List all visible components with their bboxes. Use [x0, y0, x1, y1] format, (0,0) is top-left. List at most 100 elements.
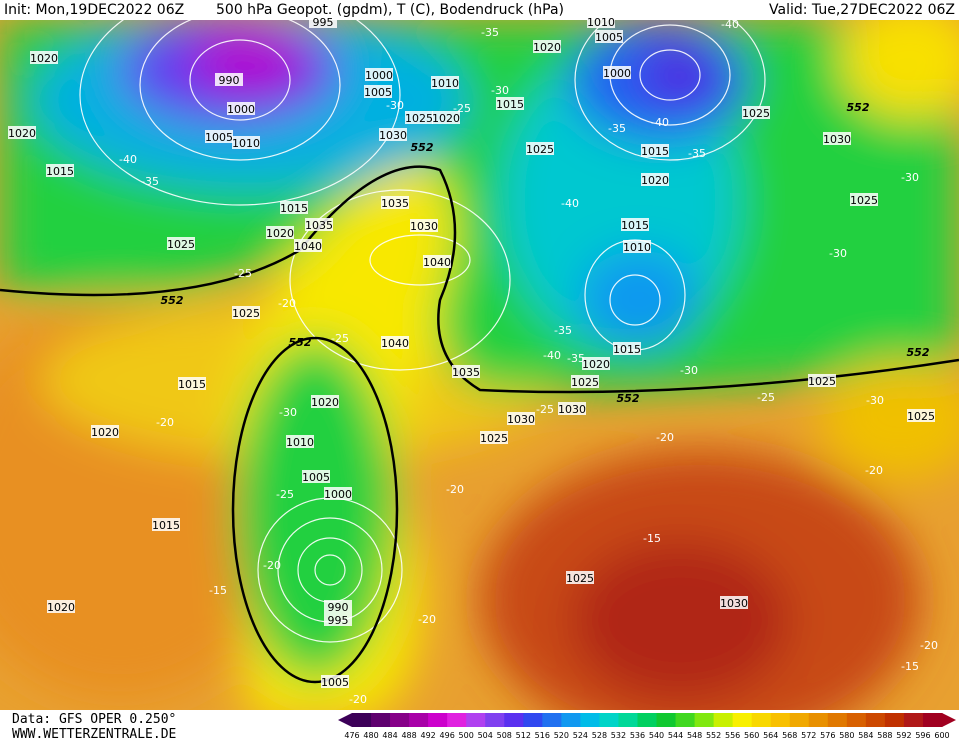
temperature-label: -20 — [349, 693, 367, 706]
temperature-label: -25 — [536, 403, 554, 416]
pressure-label: 1020 — [533, 41, 561, 54]
pressure-label: 1010 — [232, 137, 260, 150]
colorbar-bin — [618, 713, 638, 727]
pressure-label: 1005 — [595, 31, 623, 44]
pressure-label: 995 — [313, 16, 334, 29]
pressure-label-bg — [720, 596, 748, 609]
pressure-label: 1010 — [587, 16, 615, 29]
pressure-label: 1020 — [30, 52, 58, 65]
pressure-label-bg — [432, 111, 460, 124]
colorbar-tick-label: 492 — [420, 731, 435, 740]
colorbar-tick-label: 500 — [459, 731, 474, 740]
temperature-label: -40 — [119, 153, 137, 166]
temperature-label: -25 — [453, 102, 471, 115]
pressure-label-bg — [324, 600, 352, 613]
colorbar-bin — [542, 713, 562, 727]
colorbar-bin — [808, 713, 829, 727]
colorbar-tick-label: 524 — [573, 731, 588, 740]
temperature-label: -30 — [866, 394, 884, 407]
colorbar-bin — [409, 713, 429, 727]
pressure-label-bg — [423, 255, 451, 268]
pressure-label-bg — [280, 201, 308, 214]
colorbar-bin — [789, 713, 810, 727]
temperature-label: -20 — [156, 416, 174, 429]
pressure-label: 1000 — [227, 103, 255, 116]
pressure-label: 990 — [328, 601, 349, 614]
pressure-label-bg — [623, 240, 651, 253]
pressure-label-bg — [302, 470, 330, 483]
colorbar-tick-label: 476 — [344, 731, 359, 740]
pressure-label: 1005 — [205, 131, 233, 144]
pressure-label: 1000 — [365, 69, 393, 82]
pressure-label-bg — [152, 518, 180, 531]
temperature-label: -35 — [608, 122, 626, 135]
pressure-label: 1030 — [558, 403, 586, 416]
colorbar-bin — [485, 713, 505, 727]
colorbar-tick-label: 520 — [554, 731, 569, 740]
pressure-label: 1020 — [266, 227, 294, 240]
colorbar-bin — [447, 713, 467, 727]
pressure-label: 1020 — [311, 396, 339, 409]
pressure-label: 1000 — [324, 488, 352, 501]
colorbar-tick-label: 508 — [497, 731, 512, 740]
pressure-label: 1025 — [526, 143, 554, 156]
colorbar-tick-label: 592 — [896, 731, 911, 740]
pressure-label-bg — [587, 15, 615, 28]
colorbar-tick-label: 528 — [592, 731, 607, 740]
pressure-label-bg — [566, 571, 594, 584]
pressure-label-bg — [641, 144, 669, 157]
colorbar-tick-label: 516 — [535, 731, 550, 740]
pressure-label-bg — [405, 111, 433, 124]
contour-label: 552 — [411, 141, 434, 154]
pressure-label-bg — [294, 239, 322, 252]
colorbar-tick-label: 544 — [668, 731, 683, 740]
pressure-label-bg — [46, 164, 74, 177]
colorbar-tick-label: 580 — [839, 731, 854, 740]
pressure-label: 1005 — [364, 86, 392, 99]
pressure-label: 1020 — [91, 426, 119, 439]
pressure-label-bg — [621, 218, 649, 231]
colorbar-bin — [561, 713, 581, 727]
site-url: WWW.WETTERZENTRALE.DE — [12, 727, 176, 741]
pressure-label-bg — [480, 431, 508, 444]
pressure-label-bg — [452, 365, 480, 378]
temperature-label: -20 — [656, 431, 674, 444]
pressure-label: 1010 — [623, 241, 651, 254]
colorbar-bin — [637, 713, 658, 727]
colorbar-bin — [390, 713, 410, 727]
temperature-label: -25 — [234, 267, 252, 280]
temperature-label: -15 — [901, 660, 919, 673]
pressure-label-bg — [47, 600, 75, 613]
pressure-label: 1035 — [381, 197, 409, 210]
pressure-label-bg — [365, 68, 393, 81]
temperature-label: -40 — [543, 349, 561, 362]
temperature-label: -30 — [829, 247, 847, 260]
pressure-label-bg — [603, 66, 631, 79]
colorbar-tick-label: 552 — [706, 731, 721, 740]
pressure-label: 1010 — [431, 77, 459, 90]
colorbar-bin — [903, 713, 924, 727]
pressure-label: 1010 — [286, 436, 314, 449]
colorbar-tick-label: 536 — [630, 731, 645, 740]
colorbar-bin — [466, 713, 486, 727]
colorbar-tick-label: 568 — [782, 731, 797, 740]
pressure-label-bg — [381, 336, 409, 349]
pressure-label: 1015 — [46, 165, 74, 178]
pressure-label: 1015 — [152, 519, 180, 532]
pressure-label-bg — [381, 196, 409, 209]
pressure-label: 1030 — [410, 220, 438, 233]
temperature-label: -20 — [446, 483, 464, 496]
pressure-label: 1035 — [452, 366, 480, 379]
pressure-label-bg — [232, 306, 260, 319]
colorbar-bin — [713, 713, 734, 727]
pressure-label-bg — [808, 374, 836, 387]
colorbar-tick-label: 540 — [649, 731, 664, 740]
valid-label: Valid: Tue,27DEC2022 06Z — [769, 2, 955, 18]
pressure-label: 990 — [219, 74, 240, 87]
temperature-label: -20 — [920, 639, 938, 652]
pressure-label-bg — [533, 40, 561, 53]
title: 500 hPa Geopot. (gpdm), T (C), Bodendruc… — [216, 2, 564, 18]
pressure-label: 1000 — [603, 67, 631, 80]
colorbar-tick-label: 572 — [801, 731, 816, 740]
